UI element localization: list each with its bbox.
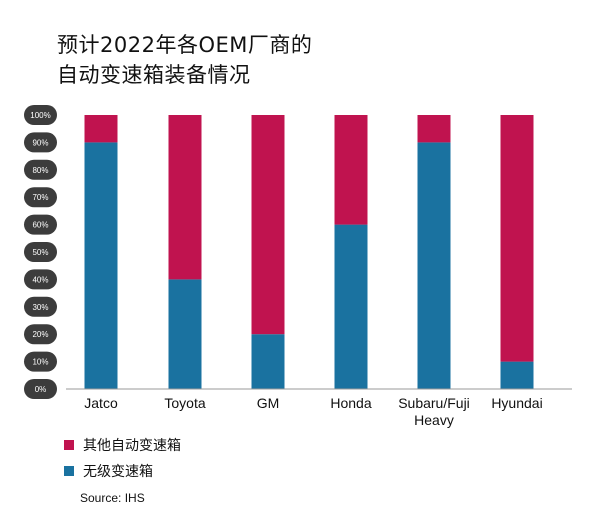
x-tick-label-gm: GM <box>257 395 280 411</box>
y-tick-pill-30-pct <box>24 296 57 317</box>
legend-label-other-automatic: 其他自动变速箱 <box>83 438 181 454</box>
bar-gm-cvt <box>251 334 285 389</box>
bars <box>84 115 534 389</box>
y-tick-label-0-pct: 0% <box>35 385 47 394</box>
y-tick-label-90-pct: 90% <box>32 138 48 147</box>
y-tick-label-20-pct: 20% <box>32 330 48 339</box>
y-tick-pill-40-pct <box>24 269 57 290</box>
chart-title: 预计2022年各OEM厂商的 自动变速箱装备情况 <box>57 30 312 90</box>
y-tick-label-70-pct: 70% <box>32 193 48 202</box>
bar-hyundai-other-automatic <box>500 115 534 362</box>
y-tick-pill-60-pct <box>24 214 57 235</box>
bar-hyundai-cvt <box>500 361 534 389</box>
y-tick-label-100-pct: 100% <box>30 111 50 120</box>
bar-toyota-cvt <box>168 279 202 389</box>
x-tick-label-toyota: Toyota <box>164 395 205 411</box>
bar-jatco-other-automatic <box>84 115 118 143</box>
y-tick-pill-80-pct <box>24 159 57 180</box>
x-tick-label-subaru-fuji-heavy: Subaru/Fuji Heavy <box>398 395 470 428</box>
source-note: Source: IHS <box>80 491 145 505</box>
y-tick-pill-0-pct <box>24 379 57 399</box>
y-tick-pill-90-pct <box>24 132 57 153</box>
x-tick-label-jatco: Jatco <box>84 395 118 411</box>
y-tick-pill-100-pct <box>24 105 57 125</box>
bar-subaru-fuji-heavy-cvt <box>417 142 451 389</box>
legend-label-cvt: 无级变速箱 <box>83 464 153 480</box>
legend-swatch-cvt <box>64 466 74 476</box>
y-axis-ticks: 0% 10% 20% 30% 40% 50% 60% 70% 80% 90% 100% <box>24 105 57 399</box>
y-tick-label-80-pct: 80% <box>32 166 48 175</box>
y-tick-pill-20-pct <box>24 324 57 345</box>
x-tick-label-honda: Honda <box>330 395 371 411</box>
y-tick-label-40-pct: 40% <box>32 275 48 284</box>
chart-title-line-2: 自动变速箱装备情况 <box>57 63 251 87</box>
bar-honda-cvt <box>334 224 368 389</box>
chart-title-line-1: 预计2022年各OEM厂商的 <box>57 33 313 57</box>
y-tick-label-10-pct: 10% <box>32 358 48 367</box>
y-tick-label-50-pct: 50% <box>32 248 48 257</box>
y-tick-pill-50-pct <box>24 242 57 262</box>
bar-subaru-fuji-heavy-other-automatic <box>417 115 451 143</box>
x-axis-labels: Jatco Toyota GM Honda Subaru/Fuji Heavy Hyunda… <box>84 395 542 428</box>
y-tick-pill-10-pct <box>24 351 57 372</box>
y-tick-pill-70-pct <box>24 187 57 208</box>
bar-honda-other-automatic <box>334 115 368 225</box>
y-tick-label-60-pct: 60% <box>32 221 48 230</box>
legend-item-cvt: 无级变速箱 <box>64 458 181 484</box>
legend-item-other-automatic: 其他自动变速箱 <box>64 432 181 458</box>
bar-gm-other-automatic <box>251 115 285 335</box>
bar-toyota-other-automatic <box>168 115 202 280</box>
legend-swatch-other-automatic <box>64 440 74 450</box>
x-tick-label-hyundai: Hyundai <box>491 395 542 411</box>
bar-jatco-cvt <box>84 142 118 389</box>
y-tick-label-30-pct: 30% <box>32 303 48 312</box>
legend: 其他自动变速箱 无级变速箱 <box>64 432 181 484</box>
